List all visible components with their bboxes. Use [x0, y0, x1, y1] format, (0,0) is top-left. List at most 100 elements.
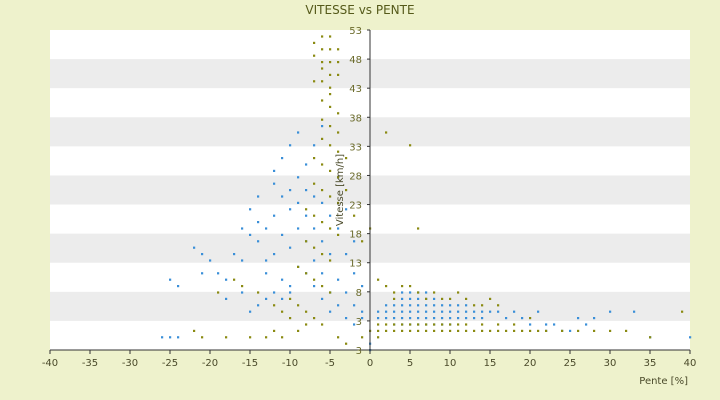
data-point: [393, 297, 396, 300]
data-point: [313, 144, 316, 147]
data-point: [321, 125, 324, 128]
x-tick-label: 10: [444, 358, 457, 369]
data-point: [489, 329, 492, 332]
data-point: [449, 297, 452, 300]
data-point: [313, 285, 316, 288]
data-point: [425, 310, 428, 313]
data-point: [297, 176, 300, 179]
data-point: [481, 323, 484, 326]
data-point: [337, 304, 340, 307]
data-point: [321, 118, 324, 121]
data-point: [417, 291, 420, 294]
data-point: [393, 304, 396, 307]
data-point: [345, 253, 348, 256]
x-tick-label: 20: [524, 358, 537, 369]
data-point: [321, 297, 324, 300]
data-point: [393, 310, 396, 313]
data-point: [321, 272, 324, 275]
data-point: [401, 323, 404, 326]
data-point: [385, 285, 388, 288]
data-point: [281, 336, 284, 339]
data-point: [313, 54, 316, 57]
x-tick-label: 5: [407, 358, 413, 369]
data-point: [385, 310, 388, 313]
y-tick-label: 13: [349, 259, 362, 270]
data-point: [353, 214, 356, 217]
data-point: [321, 48, 324, 51]
data-point: [241, 227, 244, 230]
data-point: [321, 240, 324, 243]
x-tick-label: -40: [42, 358, 58, 369]
data-point: [433, 291, 436, 294]
x-tick-label: -10: [282, 358, 298, 369]
data-point: [289, 246, 292, 249]
data-point: [409, 323, 412, 326]
data-point: [457, 310, 460, 313]
data-point: [425, 291, 428, 294]
x-axis-ticks: -40 -35 -30 -25 -20 -15 -10 -5 0 5 10 15 20 25 30 35 40: [42, 350, 696, 369]
data-point: [449, 329, 452, 332]
data-point: [497, 323, 500, 326]
data-point: [305, 323, 308, 326]
data-point: [441, 329, 444, 332]
data-point: [337, 278, 340, 281]
data-point: [201, 336, 204, 339]
data-point: [649, 336, 652, 339]
data-point: [289, 291, 292, 294]
data-point: [529, 323, 532, 326]
data-point: [225, 336, 228, 339]
data-point: [337, 201, 340, 204]
chart-title: VITESSE vs PENTE: [305, 3, 414, 17]
data-point: [257, 195, 260, 198]
data-point: [313, 182, 316, 185]
data-point: [385, 329, 388, 332]
data-point: [401, 310, 404, 313]
data-point: [297, 329, 300, 332]
data-point: [513, 310, 516, 313]
data-point: [513, 329, 516, 332]
data-point: [377, 317, 380, 320]
data-point: [417, 310, 420, 313]
data-point: [457, 329, 460, 332]
data-point: [257, 221, 260, 224]
data-point: [313, 259, 316, 262]
data-point: [273, 182, 276, 185]
data-point: [433, 323, 436, 326]
data-point: [193, 246, 196, 249]
y-axis-label: Vitesse [km/h]: [335, 154, 346, 226]
data-point: [489, 297, 492, 300]
y-tick-label: 28: [349, 171, 362, 182]
data-point: [321, 189, 324, 192]
data-point: [289, 144, 292, 147]
data-point: [321, 61, 324, 64]
data-point: [225, 278, 228, 281]
data-point: [329, 214, 332, 217]
data-point: [329, 35, 332, 38]
data-point: [401, 297, 404, 300]
data-point: [473, 304, 476, 307]
data-point: [321, 285, 324, 288]
data-point: [297, 265, 300, 268]
data-point: [329, 227, 332, 230]
data-point: [329, 86, 332, 89]
data-point: [201, 272, 204, 275]
data-point: [321, 35, 324, 38]
data-point: [265, 227, 268, 230]
data-point: [377, 323, 380, 326]
data-point: [385, 317, 388, 320]
data-point: [273, 214, 276, 217]
data-point: [457, 304, 460, 307]
data-point: [417, 297, 420, 300]
data-point: [385, 304, 388, 307]
data-point: [417, 227, 420, 230]
y-tick-label: 3: [356, 317, 362, 328]
y-tick-label: 53: [349, 26, 362, 37]
data-point: [337, 233, 340, 236]
x-tick-label: -25: [162, 358, 178, 369]
data-point: [409, 144, 412, 147]
data-point: [281, 297, 284, 300]
data-point: [329, 169, 332, 172]
data-point: [337, 73, 340, 76]
data-point: [465, 317, 468, 320]
